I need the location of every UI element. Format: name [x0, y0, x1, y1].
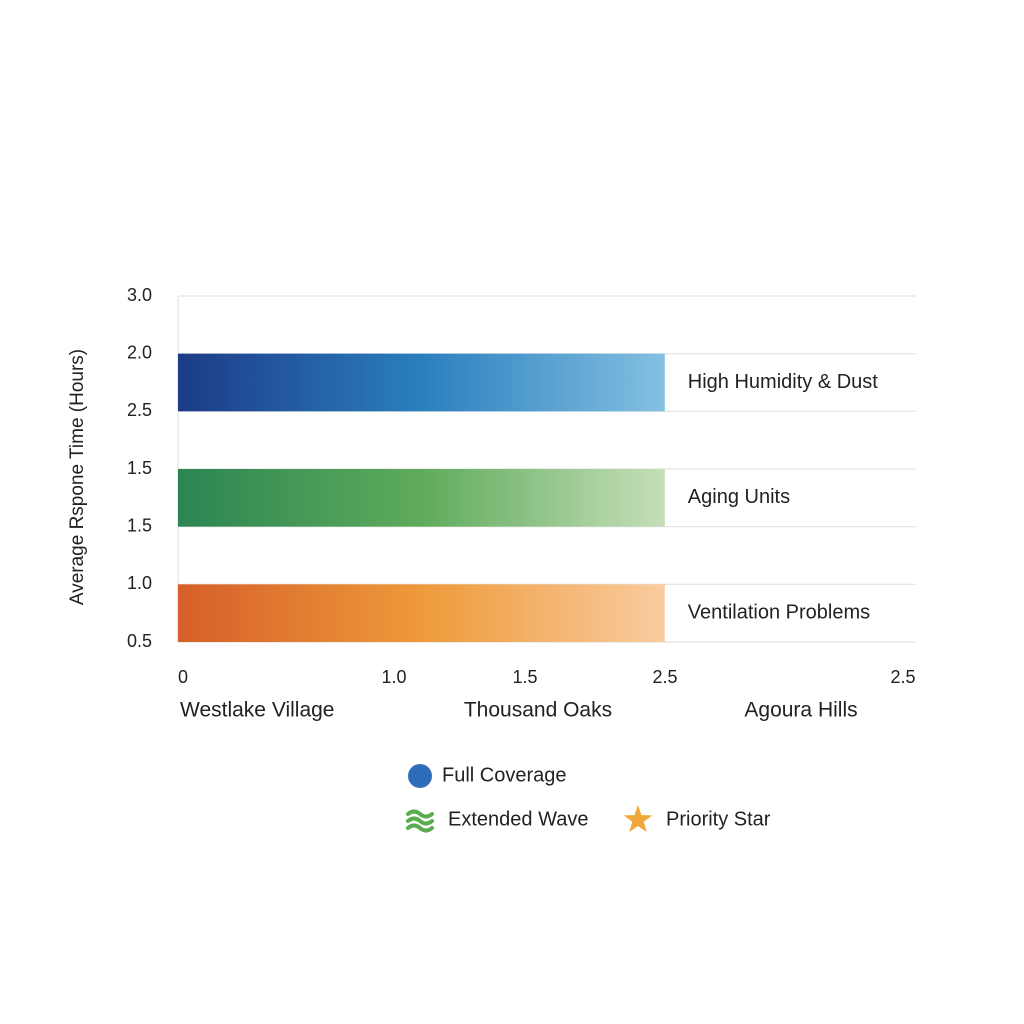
legend-label: Extended Wave	[448, 808, 588, 830]
bar-label: Ventilation Problems	[688, 601, 870, 623]
bar	[178, 353, 665, 412]
x-tick-label: 1.0	[381, 667, 406, 687]
legend-icon-wave	[406, 816, 434, 826]
legend-icon	[408, 764, 432, 788]
x-tick-label: 1.5	[512, 667, 537, 687]
legend-label: Full Coverage	[442, 764, 567, 786]
y-tick-label: 3.0	[127, 285, 152, 305]
category-label: Agoura Hills	[744, 699, 857, 722]
y-axis-title: Average Rspone Time (Hours)	[67, 349, 88, 605]
y-tick-label: 1.5	[127, 515, 152, 535]
y-tick-label: 0.5	[127, 631, 152, 651]
y-tick-label: 2.5	[127, 400, 152, 420]
x-tick-label: 0	[178, 667, 188, 687]
bar	[178, 469, 665, 527]
legend-icon-wave	[406, 809, 434, 819]
bar-label: High Humidity & Dust	[688, 371, 879, 393]
x-tick-label: 2.5	[890, 667, 915, 687]
legend-icon	[623, 805, 653, 833]
category-label: Westlake Village	[180, 699, 334, 722]
y-tick-label: 1.0	[127, 573, 152, 593]
x-tick-label: 2.5	[652, 667, 677, 687]
bar-label: Aging Units	[688, 486, 790, 508]
category-label: Thousand Oaks	[464, 699, 612, 722]
legend-icon-wave	[406, 823, 434, 833]
bar	[178, 584, 665, 642]
y-tick-label: 1.5	[127, 458, 152, 478]
legend-label: Priority Star	[666, 808, 771, 830]
y-tick-label: 2.0	[127, 342, 152, 362]
